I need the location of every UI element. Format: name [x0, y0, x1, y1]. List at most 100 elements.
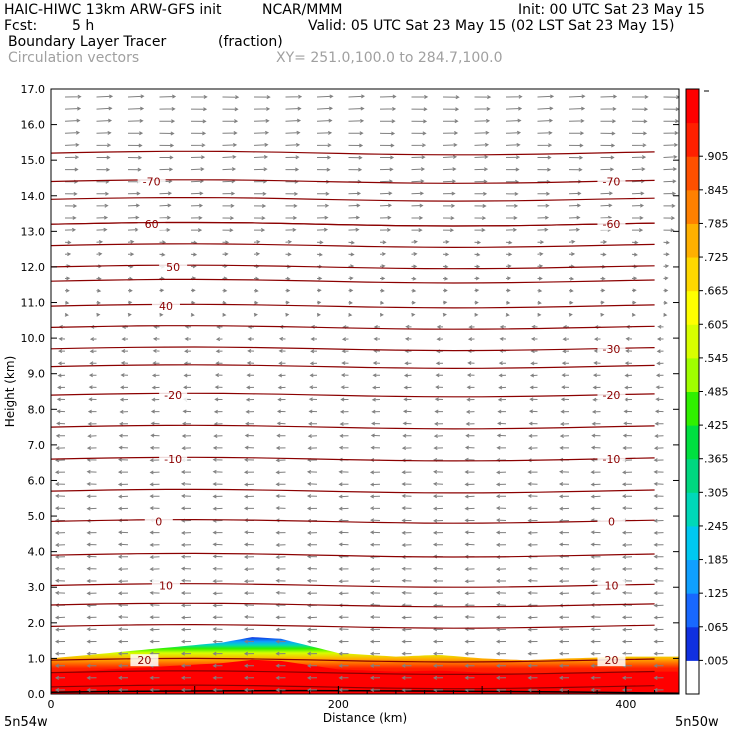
circulation-vector — [497, 397, 507, 402]
y-tick-label: 11.0 — [21, 297, 46, 310]
circulation-vector — [57, 385, 66, 390]
valid-time: Valid: 05 UTC Sat 23 May 15 (02 LST Sat … — [308, 18, 675, 34]
circulation-vector — [180, 639, 192, 644]
circulation-vector — [275, 506, 286, 511]
circulation-vector — [505, 118, 522, 123]
circulation-vector — [307, 615, 318, 620]
circulation-vector — [222, 312, 227, 317]
circulation-vector — [212, 506, 223, 511]
circulation-vector — [655, 373, 664, 378]
circulation-vector — [180, 591, 192, 596]
circulation-vector — [442, 203, 456, 208]
circulation-vector — [117, 470, 128, 475]
circulation-vector — [433, 469, 444, 474]
circulation-vector — [316, 106, 334, 111]
circulation-vector — [411, 179, 425, 184]
circulation-vector — [537, 143, 553, 148]
circulation-vector — [306, 591, 318, 596]
circulation-vector — [369, 675, 381, 680]
circulation-vector — [222, 131, 238, 136]
circulation-vector — [285, 203, 298, 208]
circulation-vector — [505, 300, 511, 305]
circulation-vector — [181, 446, 192, 451]
circulation-vector — [401, 687, 412, 692]
contour-label: 10 — [604, 579, 618, 592]
circulation-vector — [215, 361, 223, 366]
circulation-vector — [591, 409, 601, 414]
circulation-vector — [275, 482, 286, 487]
circulation-vector — [149, 555, 160, 560]
contour-label-bg — [151, 300, 180, 313]
circulation-vector — [127, 118, 144, 123]
circulation-vector — [600, 106, 617, 111]
circulation-vector — [307, 481, 318, 486]
circulation-vector — [623, 409, 633, 414]
contour-label-bg — [159, 453, 188, 466]
circulation-vector — [96, 300, 101, 305]
temperature-contour — [51, 346, 655, 352]
circulation-vector — [505, 227, 518, 232]
circulation-vector — [568, 276, 575, 281]
circulation-vector — [57, 361, 66, 366]
contour-label: -20 — [602, 389, 620, 402]
circulation-vector — [568, 252, 576, 257]
circulation-vector — [600, 288, 606, 293]
circulation-vector — [310, 349, 318, 354]
colorbar-label: .365 — [704, 453, 729, 466]
circulation-vector — [348, 240, 355, 245]
circulation-vector — [127, 155, 143, 160]
circulation-vector — [190, 203, 204, 208]
circulation-vector — [64, 118, 81, 123]
circulation-vector — [253, 130, 270, 135]
circulation-vector — [190, 252, 198, 257]
circulation-vector — [379, 131, 396, 136]
circulation-vector — [341, 349, 349, 354]
circulation-vector — [338, 615, 349, 620]
temperature-contour — [51, 364, 655, 370]
circulation-vector — [285, 155, 300, 160]
circulation-vector — [464, 591, 475, 596]
contour-label-bg — [159, 389, 188, 402]
circulation-vector — [278, 349, 286, 353]
circulation-vector — [243, 554, 255, 559]
circulation-vector — [243, 591, 254, 596]
circulation-vector — [530, 361, 538, 366]
circulation-vector — [149, 458, 160, 463]
circulation-vector — [127, 252, 135, 257]
circulation-vector — [499, 324, 506, 329]
circulation-vector — [149, 530, 160, 535]
colorbar-segment — [686, 257, 699, 292]
contour-label: -60 — [602, 218, 620, 231]
circulation-vector — [86, 675, 97, 680]
circulation-vector — [663, 142, 679, 147]
circulation-vector — [244, 530, 255, 535]
circulation-vector — [150, 409, 160, 414]
circulation-vector — [590, 591, 601, 596]
circulation-vector — [631, 300, 637, 305]
colorbar-label: .245 — [704, 520, 729, 533]
circulation-vector — [180, 627, 192, 632]
circulation-vector — [631, 240, 639, 245]
circulation-vector — [338, 469, 349, 474]
colorbar-label: .725 — [704, 251, 729, 264]
circulation-vector — [64, 167, 79, 172]
contour-label-bg — [137, 218, 166, 231]
circulation-vector — [339, 409, 349, 414]
circulation-vector — [338, 651, 349, 656]
circulation-vector — [222, 155, 237, 159]
circulation-vector — [631, 252, 638, 257]
circulation-vector — [432, 615, 444, 620]
circulation-vector — [222, 143, 238, 147]
circulation-vector — [537, 167, 552, 172]
circulation-vector — [401, 590, 412, 595]
circulation-vector — [275, 590, 286, 595]
circulation-vector — [348, 167, 363, 172]
circulation-vector — [253, 167, 268, 172]
circulation-vector — [117, 554, 128, 559]
circulation-vector — [243, 627, 255, 632]
circulation-vector — [212, 554, 223, 559]
circulation-vector — [54, 554, 66, 559]
circulation-vector — [411, 252, 418, 257]
circulation-vector — [663, 131, 679, 136]
circulation-vector — [276, 421, 286, 426]
